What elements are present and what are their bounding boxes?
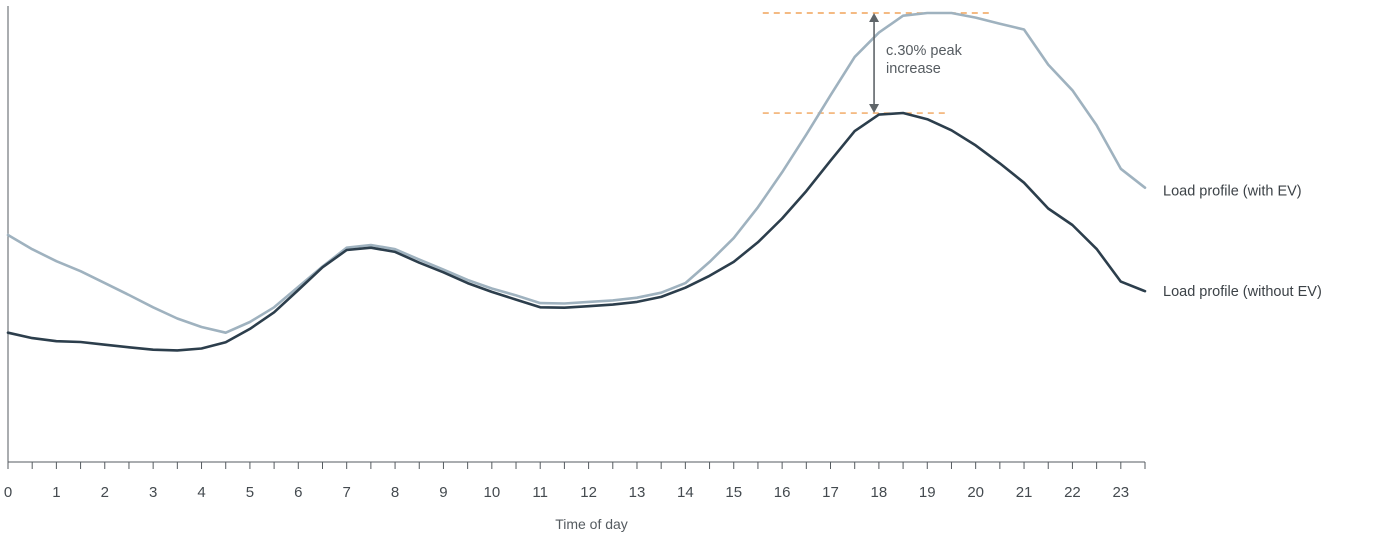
x-tick-label: 10 (483, 484, 500, 501)
annotation-arrowhead-down (869, 104, 880, 114)
series-line-with-ev (6, 11, 1147, 335)
x-axis-ticks: 0 1 2 3 4 5 6 7 8 9 10 11 12 13 14 15 16 17 18 19 20 21 22 23 (4, 462, 1146, 501)
x-tick-label: 3 (149, 484, 157, 501)
x-tick-label: 8 (391, 484, 399, 501)
x-tick-label: 19 (919, 484, 936, 501)
x-tick-label: 15 (725, 484, 742, 501)
x-tick-label: 4 (197, 484, 205, 501)
x-tick-label: 5 (246, 484, 254, 501)
annotation-arrowhead-up (869, 13, 880, 22)
series-labels: Load profile (with EV) Load profile (with… (1163, 184, 1322, 300)
peak-annotation: c.30% peak increase (869, 13, 963, 114)
x-tick-label: 23 (1112, 484, 1129, 501)
x-tick-label: 22 (1064, 484, 1081, 501)
series-label-without-ev: Load profile (without EV) (1163, 284, 1322, 300)
series-group (6, 11, 1147, 352)
x-tick-label: 21 (1016, 484, 1033, 501)
x-tick-label: 13 (629, 484, 646, 501)
x-tick-label: 17 (822, 484, 839, 501)
x-tick-label: 7 (343, 484, 351, 501)
x-tick-label: 16 (774, 484, 791, 501)
x-tick-label: 0 (4, 484, 12, 501)
x-tick-label: 6 (294, 484, 302, 501)
series-line-without-ev (6, 111, 1147, 352)
annotation-text-line2: increase (886, 61, 941, 77)
reference-lines (762, 12, 991, 114)
x-tick-label: 20 (967, 484, 984, 501)
x-tick-label: 14 (677, 484, 694, 501)
x-tick-label: 12 (580, 484, 597, 501)
x-tick-label: 9 (439, 484, 447, 501)
x-tick-label: 11 (532, 484, 548, 501)
annotation-text-line1: c.30% peak (886, 43, 963, 59)
series-label-with-ev: Load profile (with EV) (1163, 184, 1302, 200)
x-axis-title: Time of day (555, 516, 628, 532)
x-tick-label: 2 (101, 484, 109, 501)
x-tick-label: 18 (871, 484, 888, 501)
x-tick-label: 1 (52, 484, 60, 501)
